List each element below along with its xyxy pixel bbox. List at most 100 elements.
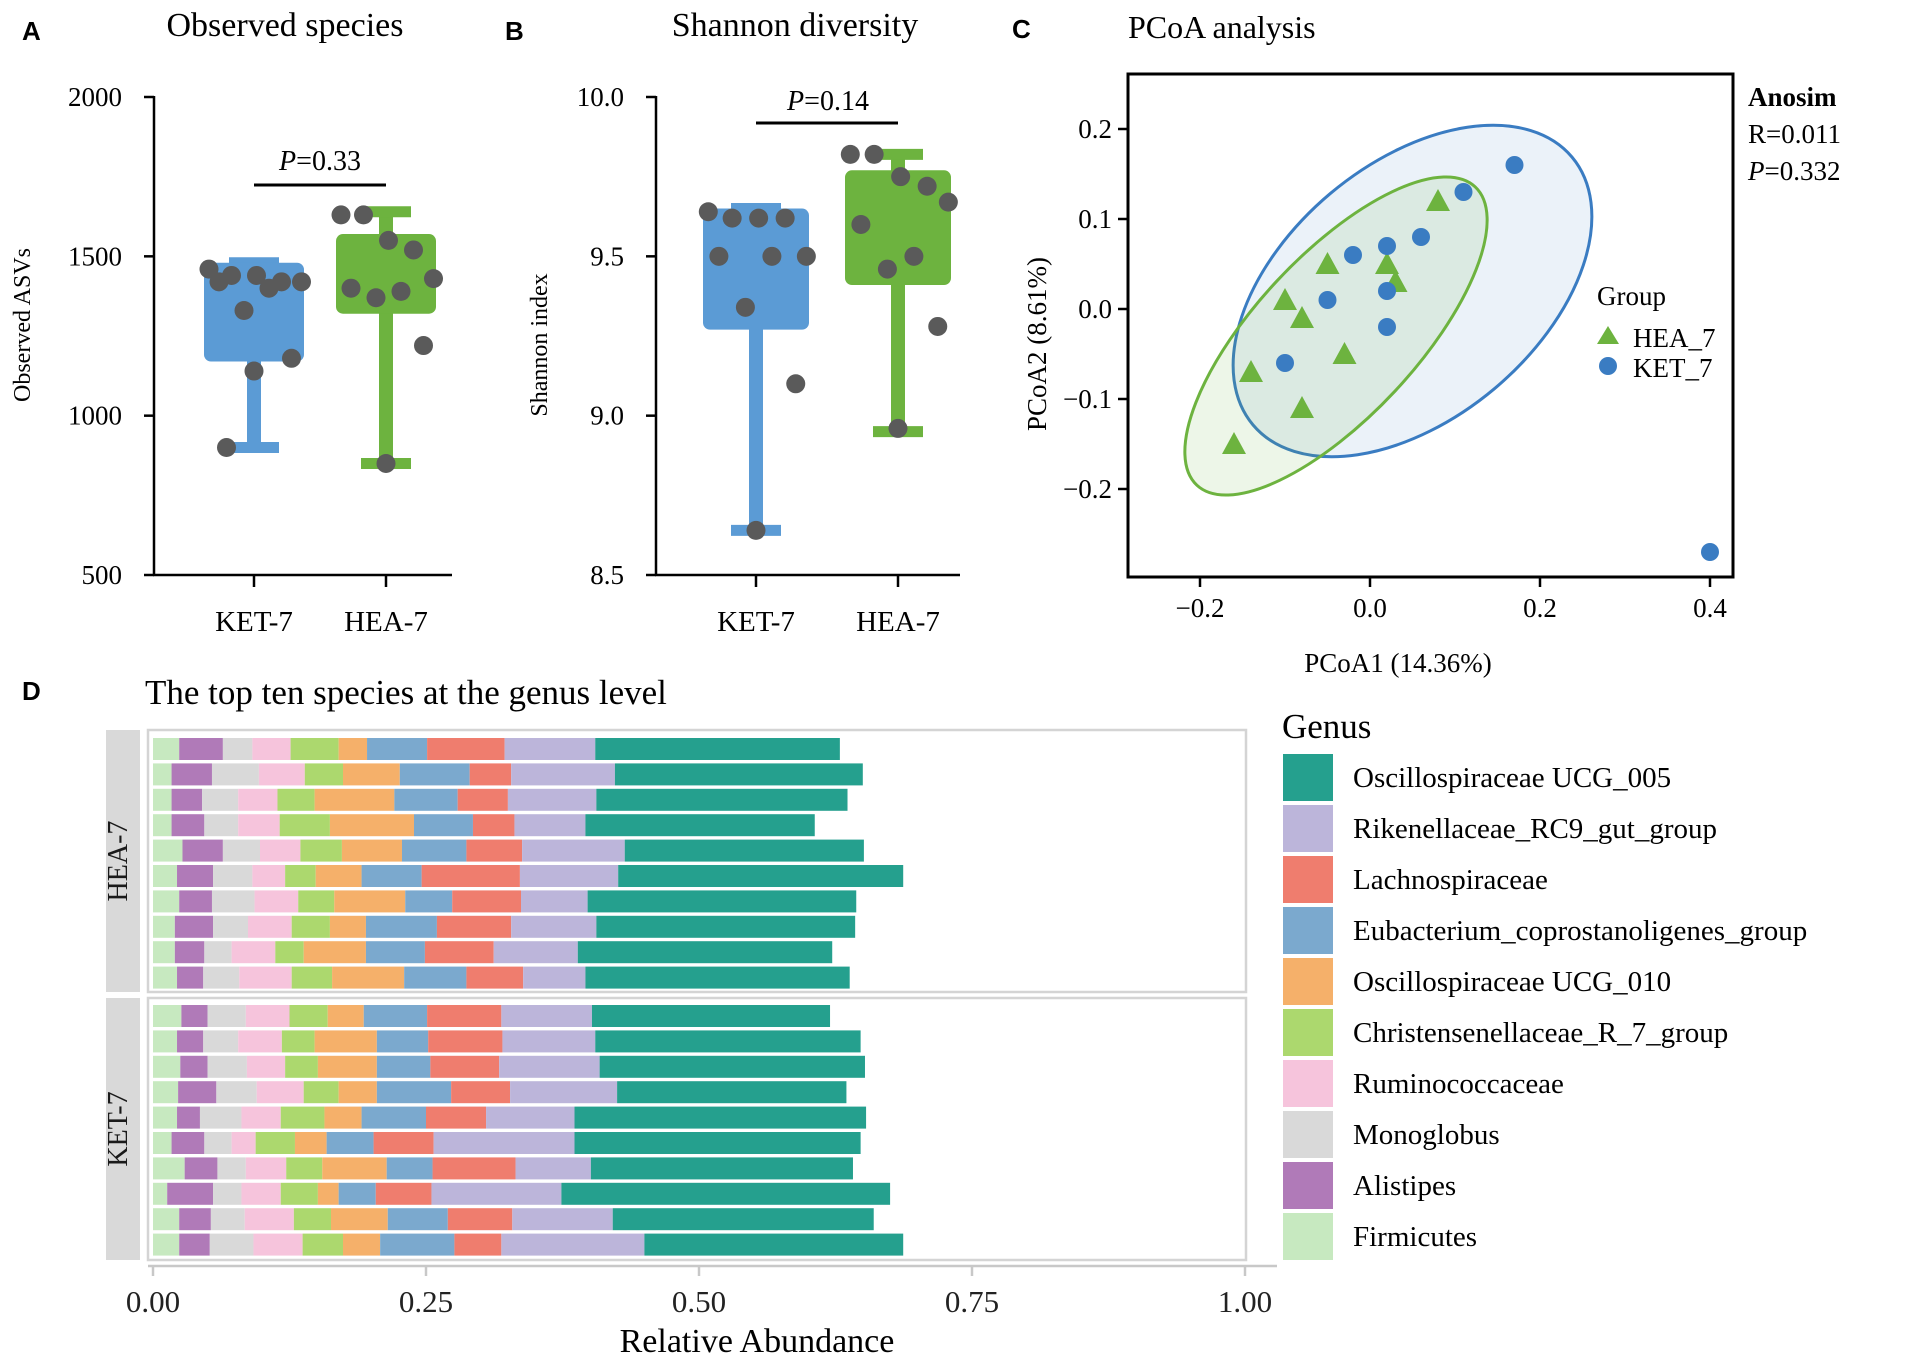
data-point [341,278,361,298]
bar-segment [334,890,406,913]
data-point [404,240,423,260]
bar-segment [329,915,366,938]
bar-segment [275,941,304,964]
bar-segment [174,941,205,964]
bar-segment [153,1106,178,1129]
bar-segment [177,966,204,989]
data-point [851,214,871,234]
bar-segment [427,738,505,760]
bar-segment [365,915,437,938]
legend-swatch [1283,907,1333,954]
bar-segment [177,1030,204,1053]
bar-segment [599,1055,865,1078]
data-point [904,246,924,266]
bar-segment [260,839,301,862]
bar-segment [298,890,335,913]
bar-segment [207,1055,247,1078]
bar-segment [624,839,864,862]
bar-segment [452,890,522,913]
bar-segment [281,1030,315,1053]
bar-segment [178,1081,217,1104]
anosim-r: R=0.011 [1748,119,1841,149]
data-point [244,361,264,381]
bar-segment [291,966,333,989]
bar-segment [361,1106,426,1129]
data-point [414,336,433,356]
anosim-title: Anosim [1748,82,1837,112]
legend-swatch [1283,1213,1333,1260]
panel-c: C PCoA analysis PCoA2 (8.61%) PCoA1 (14.… [1012,9,1841,678]
bar-segment [153,738,180,760]
data-point [354,205,373,225]
bar-segment [514,814,586,837]
bar-segment [413,814,473,837]
data-point [796,246,816,266]
point-hea7 [1426,189,1450,211]
bar-segment [585,966,850,989]
bar-segment [177,865,214,887]
bar-segment [253,1233,303,1256]
bar-segment [469,763,512,786]
legend-swatch [1283,1009,1333,1056]
bar-segment [386,1157,433,1180]
bar-segment [153,788,172,811]
x-axis-label: PCoA1 (14.36%) [1304,648,1492,678]
x-tick-label: 0.2 [1523,593,1557,623]
data-point [786,374,806,394]
bar-segment [286,1157,323,1180]
bar-segment [511,763,615,786]
data-point [209,272,229,292]
point-hea7 [1273,288,1297,310]
bar-segment [421,865,520,887]
bar-segment [211,763,259,786]
bar-segment [171,814,205,837]
legend-label: Christensenellaceae_R_7_group [1353,1017,1728,1049]
bar-segment [153,1081,179,1104]
bar-segment [512,1208,613,1231]
bar-segment [561,1182,891,1205]
bar-segment [457,788,508,811]
panel-label: C [1012,14,1031,44]
bar-segment [285,1055,318,1078]
point-ket7 [1454,183,1473,201]
ellipse-ket7 [1231,123,1594,459]
data-point [864,144,884,164]
point-ket7 [1276,354,1294,372]
bar-segment [376,1030,429,1053]
bar-segment [213,1182,242,1205]
bar-segment [644,1233,904,1256]
bar-segment [179,1208,211,1231]
legend-title: Group [1597,281,1666,311]
bar-segment [184,1157,218,1180]
legend-label: Eubacterium_coprostanoligenes_group [1353,915,1807,947]
bar-segment [180,1055,208,1078]
bar-segment [204,814,239,837]
bar-segment [387,1208,448,1231]
bar-segment [302,1233,344,1256]
bar-segment [376,1081,452,1104]
bar-segment [502,1030,596,1053]
chart-title: Observed species [167,7,404,44]
bar-segment [289,1005,328,1027]
bar-segment [338,1182,376,1205]
bar-segment [277,788,315,811]
data-point [247,265,266,285]
bar-segment [501,1005,592,1027]
data-point [391,281,411,301]
bar-segment [324,1106,362,1129]
facet-label-ket7: KET-7 [103,1091,134,1166]
legend-label: Monoglobus [1353,1119,1500,1151]
bar-segment [304,763,344,786]
data-point [746,520,766,540]
panel-label: B [505,16,524,46]
bar-segment [213,915,249,938]
bar-segment [179,1233,210,1256]
bar-segment [153,1208,180,1231]
box [845,170,951,286]
bar-segment [210,1208,245,1231]
y-tick-label: 10.0 [577,82,624,112]
bar-segment [239,966,292,989]
bar-segment [279,814,330,837]
bar-segment [399,763,470,786]
bar-segment [367,738,428,760]
